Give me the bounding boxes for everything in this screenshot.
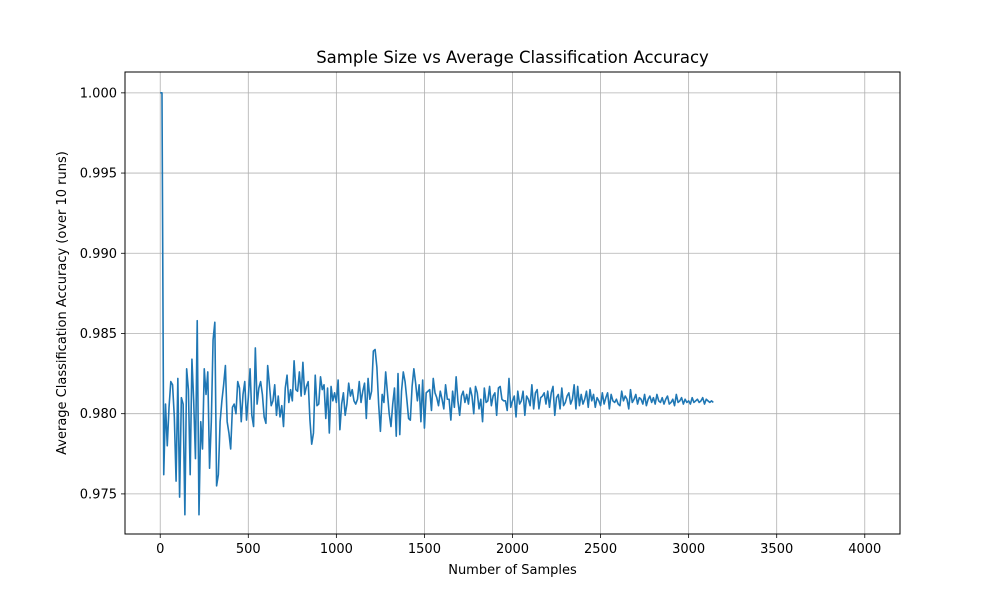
chart-title: Sample Size vs Average Classification Ac… [316, 48, 709, 67]
y-tick-label: 1.000 [80, 86, 117, 101]
x-tick-label: 4000 [848, 542, 881, 557]
y-tick-label: 0.995 [80, 167, 117, 182]
plot-frame [124, 71, 901, 535]
x-tick-label: 500 [236, 542, 261, 557]
y-tick-label: 0.980 [80, 407, 117, 422]
x-axis-label: Number of Samples [448, 563, 577, 578]
x-tick-label: 3000 [672, 542, 705, 557]
x-tick-label: 3500 [760, 542, 793, 557]
x-tick-label: 1500 [408, 542, 441, 557]
x-tick-label: 2000 [496, 542, 529, 557]
grid-lines [125, 72, 900, 534]
y-axis-ticks: 0.975 0.980 0.985 0.990 0.995 1.000 [80, 86, 125, 502]
x-tick-label: 0 [156, 542, 164, 557]
y-tick-label: 0.990 [80, 247, 117, 262]
series-line [160, 92, 714, 516]
data-series [160, 92, 714, 516]
y-tick-label: 0.975 [80, 487, 117, 502]
y-axis-label: Average Classification Accuracy (over 10… [55, 151, 70, 455]
x-tick-label: 2500 [584, 542, 617, 557]
y-tick-label: 0.985 [80, 327, 117, 342]
x-tick-label: 1000 [320, 542, 353, 557]
x-axis-ticks: 0 500 1000 1500 2000 2500 3000 3500 4000 [156, 534, 881, 557]
